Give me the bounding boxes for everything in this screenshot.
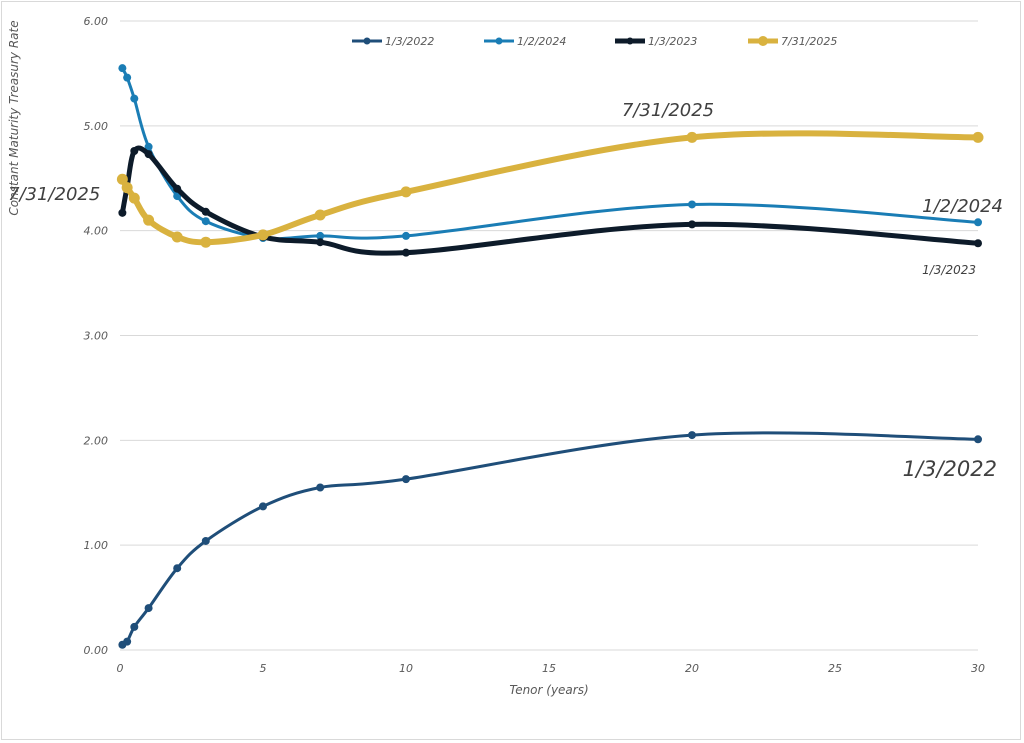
data-point: [123, 73, 132, 82]
data-point: [143, 214, 155, 226]
data-point: [259, 502, 267, 511]
y-tick-label: 1.00: [84, 539, 109, 552]
data-point: [688, 200, 696, 209]
x-tick-label: 15: [542, 662, 556, 675]
data-point: [118, 208, 127, 217]
legend-swatch-marker: [626, 37, 634, 45]
series-annotation: 7/31/2025: [8, 184, 100, 205]
series-3: [116, 130, 984, 248]
y-tick-label: 0.00: [84, 644, 109, 657]
legend-item: 1/3/2022: [352, 35, 434, 48]
data-point: [316, 238, 325, 247]
x-tick-label: 10: [399, 662, 413, 675]
y-tick-label: 5.00: [84, 120, 109, 133]
data-point: [402, 231, 410, 240]
x-tick-label: 0: [117, 662, 124, 675]
data-point: [144, 150, 153, 159]
data-point: [123, 637, 132, 646]
y-tick-label: 4.00: [84, 225, 109, 238]
legend-label: 1/3/2022: [385, 35, 434, 48]
legend-label: 7/31/2025: [781, 35, 837, 48]
legend-swatch-marker: [495, 37, 503, 45]
legend-swatch-marker: [758, 36, 768, 46]
data-point: [316, 483, 325, 492]
data-point: [130, 622, 139, 631]
data-point: [688, 431, 696, 440]
series-line: [119, 130, 981, 246]
axes: 0.00 1.00 2.00 3.00 4.00 5.00 6.00 0 5 10 15 20 25 30: [84, 15, 986, 675]
data-point: [402, 248, 410, 257]
data-point: [130, 94, 139, 103]
legend: 1/3/2022 1/2/2024 1/3/2023 7/31/2025: [352, 35, 837, 48]
series-line: [120, 431, 980, 647]
data-point: [688, 220, 696, 229]
data-point: [116, 173, 128, 185]
data-point: [173, 184, 182, 193]
data-point: [316, 231, 325, 240]
series-annotation: 7/31/2025: [622, 100, 714, 121]
y-axis-title: Constant Maturity Treasury Rate: [7, 20, 21, 215]
series-annotation: 1/3/2022: [903, 457, 997, 481]
data-point: [171, 231, 183, 243]
data-point: [118, 64, 127, 73]
annotations: 7/31/2025 7/31/2025 1/2/2024 1/3/2023 1/3/20…: [8, 100, 1003, 481]
data-point: [686, 131, 698, 143]
data-point: [402, 475, 410, 484]
x-tick-label: 30: [971, 662, 985, 675]
data-point: [144, 142, 153, 151]
data-point: [314, 209, 326, 221]
legend-item: 7/31/2025: [748, 35, 837, 48]
y-tick-label: 3.00: [84, 330, 109, 343]
series-lines: [116, 64, 984, 649]
data-point: [974, 435, 982, 444]
legend-swatch-marker: [363, 37, 371, 45]
legend-item: 1/2/2024: [484, 35, 566, 48]
data-point: [972, 131, 984, 143]
y-tick-label: 6.00: [84, 15, 109, 28]
y-tick-label: 2.00: [84, 434, 109, 447]
x-axis-title: Tenor (years): [509, 683, 588, 697]
data-point: [974, 239, 982, 248]
data-point: [974, 218, 982, 227]
legend-label: 1/3/2023: [648, 35, 697, 48]
legend-label: 1/2/2024: [517, 35, 566, 48]
series-annotation: 1/2/2024: [922, 196, 1003, 217]
series-1: [118, 64, 982, 243]
data-point: [200, 236, 212, 248]
gridlines: [120, 20, 978, 651]
data-point: [121, 182, 133, 194]
x-tick-label: 25: [828, 662, 842, 675]
series-annotation: 1/3/2023: [922, 263, 976, 277]
x-tick-label: 5: [260, 662, 267, 675]
data-point: [128, 192, 140, 204]
data-point: [400, 186, 412, 198]
series-0: [118, 431, 982, 649]
data-point: [173, 564, 182, 573]
data-point: [130, 146, 139, 155]
data-point: [144, 604, 153, 613]
series-line: [120, 66, 980, 241]
x-tick-label: 20: [685, 662, 699, 675]
data-point: [201, 207, 210, 216]
data-point: [257, 229, 269, 241]
legend-item: 1/3/2023: [615, 35, 697, 48]
data-point: [201, 217, 210, 226]
data-point: [201, 536, 210, 545]
